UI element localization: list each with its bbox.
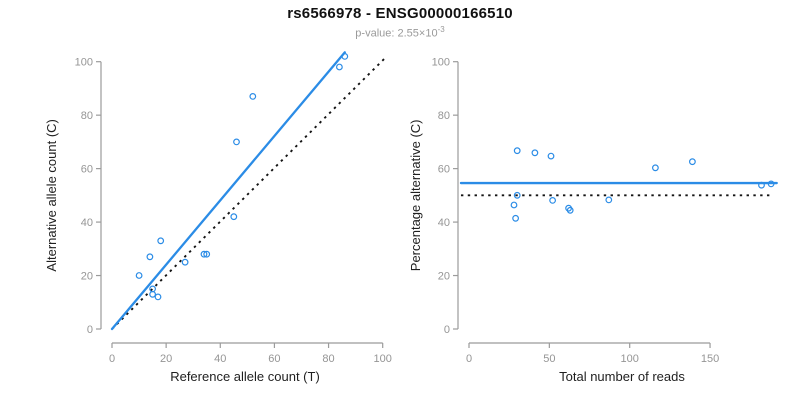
data-point — [510, 201, 518, 209]
y-tick-label: 100 — [75, 57, 93, 69]
data-point — [605, 196, 613, 204]
fit-line — [110, 51, 346, 331]
y-tick-label: 80 — [438, 110, 450, 122]
data-point — [531, 149, 539, 157]
y-axis-title: Alternative allele count (C) — [44, 119, 59, 271]
data-point — [149, 285, 157, 293]
x-tick-label: 50 — [543, 353, 555, 365]
data-point — [512, 214, 519, 222]
data-point — [230, 213, 238, 221]
data-point — [549, 196, 556, 204]
data-point — [547, 152, 555, 160]
y-tick-label: 40 — [438, 217, 450, 229]
panel-percentage-vs-reads: 0 20 40 60 80 100 0 50 100 150 Total number of rea… — [408, 57, 778, 384]
y-tick-label: 60 — [438, 164, 450, 176]
x-tick-label: 100 — [374, 353, 392, 365]
x-axis-title: Total number of reads — [559, 369, 685, 384]
data-point — [758, 181, 765, 189]
data-point — [513, 191, 521, 199]
panel-allele-counts: 0 20 40 60 80 100 0 20 40 60 80 100 Reference allele… — [44, 51, 392, 384]
x-tick-label: 0 — [466, 353, 472, 365]
x-tick-label: 80 — [322, 353, 334, 365]
y-tick-label: 20 — [438, 271, 450, 283]
y-tick-label: 60 — [81, 164, 93, 176]
data-point — [233, 138, 240, 146]
data-point — [767, 180, 775, 188]
y-tick-label: 0 — [87, 324, 93, 336]
x-tick-label: 40 — [214, 353, 226, 365]
y-tick-label: 80 — [81, 110, 93, 122]
data-point — [336, 63, 343, 71]
y-tick-label: 0 — [444, 324, 450, 336]
data-point — [689, 158, 696, 166]
data-point — [652, 164, 659, 172]
y-tick-label: 40 — [81, 217, 93, 229]
y-axis-title: Percentage alternative (C) — [408, 119, 423, 271]
x-tick-label: 60 — [268, 353, 280, 365]
data-point — [181, 258, 189, 266]
data-point — [566, 206, 574, 214]
data-point — [135, 272, 143, 279]
data-point — [146, 253, 154, 261]
data-point — [154, 293, 162, 301]
data-point — [149, 290, 157, 298]
data-point — [200, 250, 208, 258]
data-point — [341, 53, 349, 60]
data-point — [513, 147, 521, 155]
data-point — [249, 92, 257, 100]
data-point — [157, 237, 165, 245]
x-tick-label: 0 — [109, 353, 115, 365]
data-point — [203, 250, 211, 258]
reference-line — [111, 55, 388, 330]
y-tick-label: 100 — [432, 57, 450, 69]
x-tick-label: 100 — [621, 353, 639, 365]
x-axis-title: Reference allele count (T) — [170, 369, 320, 384]
x-tick-label: 150 — [701, 353, 719, 365]
y-tick-label: 20 — [81, 271, 93, 283]
x-tick-label: 20 — [160, 353, 172, 365]
